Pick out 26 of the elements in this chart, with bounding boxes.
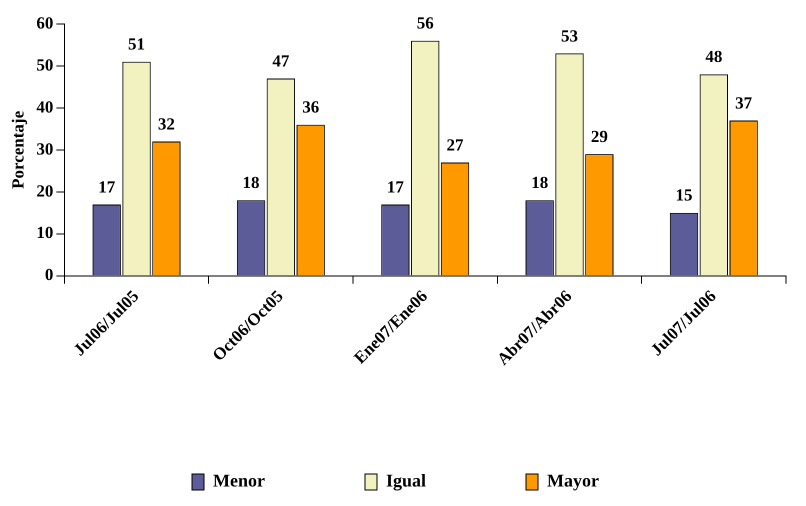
data-label: 27 bbox=[446, 135, 464, 154]
data-label: 17 bbox=[98, 177, 116, 196]
data-label: 18 bbox=[531, 173, 548, 192]
legend-label: Igual bbox=[386, 470, 426, 491]
legend-label: Mayor bbox=[547, 470, 599, 491]
data-label: 36 bbox=[302, 98, 320, 117]
data-label: 29 bbox=[590, 126, 608, 146]
y-tick-label: 60 bbox=[36, 13, 54, 32]
legend-label: Menor bbox=[213, 470, 265, 491]
data-label: 51 bbox=[128, 34, 146, 54]
data-label: 48 bbox=[705, 47, 722, 66]
y-tick-label: 50 bbox=[36, 55, 54, 74]
data-label: 53 bbox=[561, 26, 578, 46]
data-label: 32 bbox=[158, 114, 175, 134]
y-tick-label: 10 bbox=[36, 223, 54, 242]
data-label: 15 bbox=[676, 186, 693, 205]
data-label: 17 bbox=[386, 177, 404, 196]
y-tick-label: 30 bbox=[36, 139, 54, 158]
data-label: 18 bbox=[242, 173, 260, 192]
y-tick-label: 0 bbox=[44, 265, 54, 284]
data-label: 37 bbox=[735, 93, 753, 112]
data-label: 47 bbox=[272, 51, 290, 70]
y-axis-title: Porcentaje bbox=[8, 110, 28, 189]
data-label: 56 bbox=[416, 14, 434, 33]
y-tick-label: 20 bbox=[36, 181, 54, 200]
y-tick-label: 40 bbox=[36, 97, 54, 116]
